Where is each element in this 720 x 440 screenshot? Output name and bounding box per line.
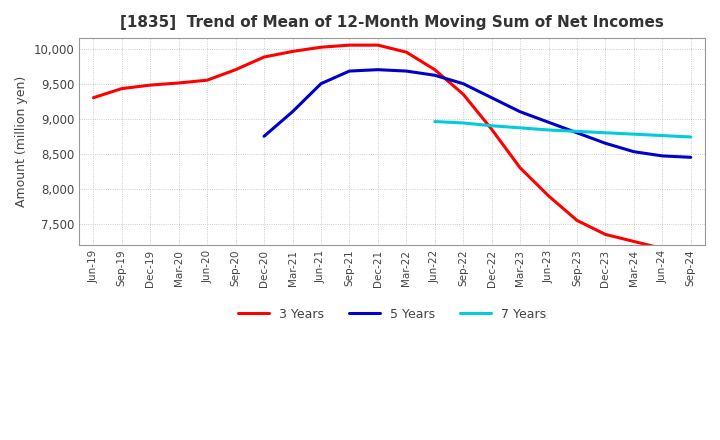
3 Years (146, 82, 155, 88)
7 Years (658, 133, 667, 138)
3 Years (487, 127, 496, 132)
Legend: 3 Years, 5 Years, 7 Years: 3 Years, 5 Years, 7 Years (233, 303, 552, 326)
5 Years (345, 69, 354, 74)
7 Years (686, 134, 695, 139)
3 Years (117, 86, 126, 91)
5 Years (629, 149, 638, 154)
3 Years (601, 232, 610, 237)
5 Years (487, 95, 496, 100)
5 Years (317, 81, 325, 86)
3 Years (629, 239, 638, 244)
Line: 3 Years: 3 Years (94, 45, 690, 250)
3 Years (288, 49, 297, 54)
5 Years (260, 134, 269, 139)
3 Years (260, 55, 269, 60)
7 Years (431, 119, 439, 124)
5 Years (658, 153, 667, 158)
5 Years (374, 67, 382, 72)
5 Years (459, 81, 467, 86)
Line: 5 Years: 5 Years (264, 70, 690, 158)
7 Years (516, 125, 524, 131)
3 Years (572, 218, 581, 223)
3 Years (686, 248, 695, 253)
3 Years (459, 92, 467, 97)
Line: 7 Years: 7 Years (435, 121, 690, 137)
Title: [1835]  Trend of Mean of 12-Month Moving Sum of Net Incomes: [1835] Trend of Mean of 12-Month Moving … (120, 15, 664, 30)
5 Years (544, 120, 553, 125)
5 Years (572, 130, 581, 136)
3 Years (345, 43, 354, 48)
7 Years (601, 130, 610, 136)
3 Years (516, 165, 524, 170)
5 Years (601, 141, 610, 146)
5 Years (402, 69, 410, 74)
3 Years (374, 43, 382, 48)
3 Years (174, 81, 183, 86)
7 Years (629, 132, 638, 137)
5 Years (516, 109, 524, 114)
7 Years (459, 120, 467, 125)
3 Years (402, 49, 410, 55)
3 Years (231, 67, 240, 72)
3 Years (317, 44, 325, 50)
5 Years (431, 73, 439, 78)
7 Years (572, 129, 581, 134)
3 Years (658, 246, 667, 251)
3 Years (203, 77, 212, 83)
5 Years (686, 155, 695, 160)
3 Years (89, 95, 98, 100)
Y-axis label: Amount (million yen): Amount (million yen) (15, 76, 28, 207)
5 Years (288, 109, 297, 114)
3 Years (544, 193, 553, 198)
7 Years (487, 123, 496, 128)
7 Years (544, 127, 553, 132)
3 Years (431, 67, 439, 72)
